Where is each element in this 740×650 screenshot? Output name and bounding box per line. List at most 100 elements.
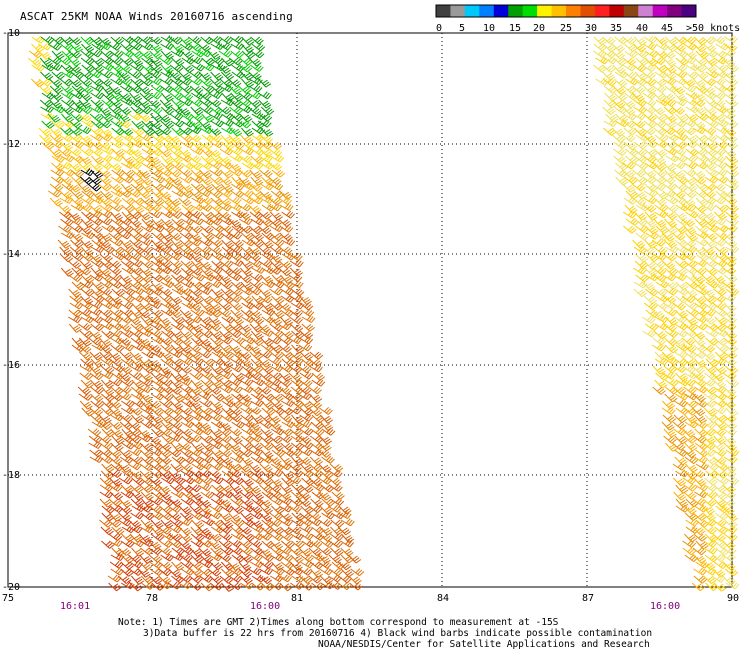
wind-barb [682, 476, 697, 485]
wind-barb [268, 162, 283, 171]
wind-barb [672, 119, 687, 128]
wind-barb [109, 57, 123, 66]
wind-barb [189, 323, 203, 333]
wind-barb [188, 56, 203, 65]
colorbar-swatch [508, 5, 524, 17]
wind-barb [722, 498, 736, 507]
wind-barb [271, 449, 286, 458]
wind-barb [643, 113, 657, 122]
wind-barb [188, 232, 202, 242]
wind-barb [131, 155, 145, 164]
wind-barb [178, 127, 193, 136]
wind-barb [198, 427, 213, 436]
wind-barb [120, 127, 134, 136]
wind-barb [260, 526, 274, 535]
wind-barb [57, 57, 72, 66]
wind-barb [318, 463, 332, 473]
wind-barb [130, 57, 144, 67]
wind-barb [260, 239, 274, 249]
wind-barb [643, 134, 657, 144]
wind-barb [199, 99, 213, 108]
wind-barb [48, 189, 62, 198]
wind-barb [279, 190, 293, 200]
wind-barb [180, 351, 194, 360]
wind-barb [623, 225, 637, 234]
wind-barb [712, 294, 727, 303]
wind-barb [169, 379, 183, 389]
wind-barb [702, 246, 716, 256]
wind-barb [268, 456, 282, 466]
wind-barb [148, 505, 163, 514]
wind-barb [721, 49, 736, 58]
wind-barb [674, 456, 688, 466]
wind-barb [151, 253, 164, 263]
wind-barb [138, 231, 152, 240]
wind-barb [168, 568, 182, 578]
wind-barb [722, 232, 736, 241]
wind-barb [714, 351, 728, 361]
wind-barb [171, 183, 185, 192]
wind-barb [70, 232, 84, 242]
wind-barb [241, 315, 256, 324]
wind-barb [79, 400, 93, 410]
wind-barb [50, 168, 65, 177]
wind-barb [139, 525, 154, 534]
wind-barb [77, 267, 92, 276]
wind-barb [692, 64, 707, 73]
wind-barb [128, 525, 143, 534]
wind-barb [662, 50, 676, 59]
wind-barb [167, 169, 182, 178]
wind-barb [169, 358, 184, 367]
wind-barb [701, 344, 716, 353]
wind-barb [150, 224, 165, 233]
wind-barb [238, 217, 253, 226]
wind-barb [160, 308, 175, 317]
wind-barb [168, 533, 182, 542]
wind-barb [695, 50, 709, 59]
wind-barb [121, 204, 135, 213]
note-line-1: Note: 1) Times are GMT 2)Times along bot… [118, 617, 559, 628]
wind-barb [602, 64, 616, 73]
wind-barb [140, 477, 154, 486]
wind-barb [89, 273, 104, 282]
wind-barb [662, 99, 677, 107]
wind-barb [80, 239, 94, 249]
wind-barb [50, 140, 64, 149]
wind-barb [703, 260, 718, 268]
wind-barb [90, 288, 105, 298]
wind-barb [278, 267, 292, 277]
wind-barb [625, 148, 639, 157]
wind-barb [701, 36, 716, 45]
wind-barb [88, 49, 103, 58]
wind-barb [139, 302, 153, 312]
wind-barb [140, 512, 155, 521]
wind-barb [101, 428, 115, 438]
wind-barb [685, 91, 700, 100]
wind-barb [311, 491, 326, 500]
wind-barb [138, 245, 153, 254]
wind-barb [249, 448, 263, 457]
wind-barb [705, 323, 719, 332]
wind-barb [692, 350, 707, 359]
wind-barb [231, 70, 246, 79]
wind-barb [207, 470, 222, 479]
wind-barb [180, 112, 195, 121]
wind-barb [260, 428, 274, 438]
wind-barb [725, 217, 739, 226]
wind-barb [77, 308, 92, 317]
wind-barb [318, 491, 332, 501]
wind-barb [261, 176, 275, 186]
wind-barb [51, 50, 65, 60]
wind-barb [642, 99, 657, 107]
wind-barb [268, 421, 282, 430]
wind-barb [90, 84, 104, 93]
wind-barb [208, 112, 223, 121]
wind-barb [49, 78, 63, 88]
wind-barb [643, 302, 658, 310]
wind-barb [269, 469, 283, 478]
wind-barb [329, 463, 344, 472]
wind-barb [624, 50, 639, 58]
wind-barb [287, 526, 302, 535]
wind-barb [150, 519, 164, 529]
wind-barb [251, 43, 266, 52]
